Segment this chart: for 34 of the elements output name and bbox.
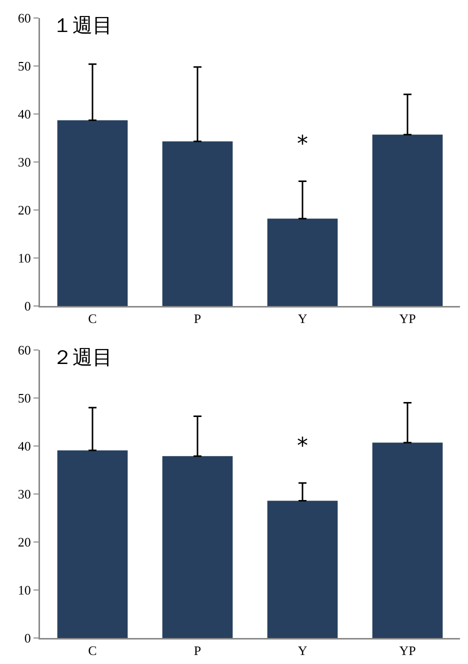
- x-tick-label: P: [194, 311, 202, 326]
- y-tick-label: 30: [18, 154, 31, 170]
- annotation: *: [297, 132, 308, 157]
- y-tick-label: 40: [18, 438, 31, 454]
- y-tick-label: 50: [18, 390, 31, 406]
- x-tick-label: YP: [399, 311, 416, 326]
- x-tick-label: C: [88, 643, 97, 658]
- y-tick-label: 60: [18, 342, 31, 358]
- y-tick-label: 0: [24, 298, 31, 314]
- y-tick-label: 60: [18, 10, 31, 26]
- bar: [372, 442, 443, 638]
- y-tick-label: 40: [18, 106, 31, 122]
- bar: [162, 456, 233, 638]
- y-tick-label: 10: [18, 250, 31, 266]
- chart-title: ２週目: [52, 345, 113, 369]
- y-tick-label: 20: [18, 202, 31, 218]
- bar: [267, 500, 338, 638]
- x-tick-label: Y: [298, 643, 308, 658]
- bar: [57, 450, 128, 638]
- bar: [57, 120, 128, 306]
- y-tick-label: 30: [18, 486, 31, 502]
- bar: [267, 218, 338, 306]
- y-tick-label: 20: [18, 534, 31, 550]
- y-tick-label: 10: [18, 582, 31, 598]
- x-tick-label: Y: [298, 311, 308, 326]
- x-tick-label: YP: [399, 643, 416, 658]
- bar: [372, 134, 443, 306]
- bar: [162, 141, 233, 306]
- y-tick-label: 50: [18, 58, 31, 74]
- annotation: *: [297, 434, 308, 459]
- x-tick-label: C: [88, 311, 97, 326]
- x-tick-label: P: [194, 643, 202, 658]
- y-tick-label: 0: [24, 630, 31, 646]
- chart-title: １週目: [52, 13, 113, 37]
